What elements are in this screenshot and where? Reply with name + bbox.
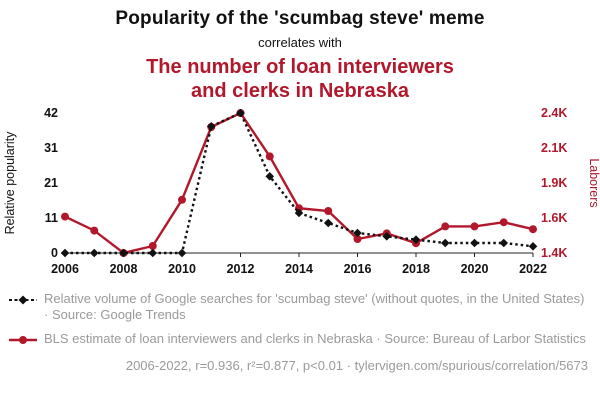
data-point-marker [89, 248, 99, 258]
data-point-marker [411, 235, 421, 244]
solid-circle-series-icon [8, 331, 38, 350]
right-axis-ticks: 1.4K 1.6K 1.9K 2.1K 2.4K [541, 106, 567, 260]
data-point-marker [470, 238, 479, 248]
data-point-marker [323, 218, 333, 228]
right-tick-label: 1.6K [541, 211, 567, 225]
series-line-laborers [64, 111, 534, 255]
data-point-marker [177, 248, 187, 258]
data-point-marker [499, 218, 508, 227]
subtitle-line-1: The number of loan interviewers [146, 56, 454, 78]
data-point-marker [148, 248, 158, 258]
left-axis-ticks: 0 11 21 31 42 [44, 106, 58, 260]
correlates-with-label: correlates with [258, 35, 342, 50]
data-point-marker [528, 242, 538, 251]
data-point-marker [206, 122, 216, 131]
left-axis-title: Relative popularity [3, 131, 17, 235]
x-tick-label: 2012 [227, 262, 255, 276]
legend-text-google-trends: Relative volume of Google searches for '… [44, 291, 585, 323]
data-point-marker [90, 226, 99, 235]
data-point-marker [265, 152, 274, 161]
data-point-marker [441, 222, 450, 231]
data-point-marker [61, 212, 69, 221]
data-point-marker [353, 235, 362, 243]
right-tick-label: 1.9K [541, 176, 567, 190]
left-tick-label: 11 [45, 211, 58, 225]
left-tick-label: 31 [44, 141, 58, 155]
x-tick-label: 2008 [110, 262, 138, 276]
x-tick-label: 2018 [402, 262, 430, 276]
data-point-marker [236, 108, 245, 118]
x-tick-label: 2006 [51, 262, 79, 276]
data-point-marker [178, 195, 186, 204]
data-point-marker [470, 222, 479, 231]
data-point-marker [382, 232, 392, 241]
right-tick-label: 1.4K [541, 246, 567, 260]
series-laborers [61, 109, 537, 257]
correlation-line-chart: 2006 2008 2010 2012 2014 2016 2018 2020 2022 0 11 2… [3, 106, 600, 276]
data-point-marker [499, 238, 509, 248]
x-tick-label: 2020 [461, 262, 489, 276]
data-point-marker [148, 242, 157, 250]
chart-legend: Relative volume of Google searches for '… [0, 285, 600, 350]
x-tick-label: 2010 [168, 262, 196, 276]
data-point-marker [353, 228, 362, 238]
data-point-marker [60, 248, 70, 258]
x-axis: 2006 2008 2010 2012 2014 2016 2018 2020 2022 [51, 252, 547, 276]
data-point-marker [294, 208, 304, 218]
right-tick-label: 2.4K [541, 106, 567, 120]
x-tick-label: 2022 [519, 262, 547, 276]
right-tick-label: 2.1K [541, 141, 567, 155]
x-tick-label: 2014 [285, 262, 313, 276]
left-tick-label: 21 [44, 176, 58, 190]
right-axis-title: Laborers [587, 158, 600, 207]
data-point-marker [529, 225, 537, 234]
x-tick-label: 2016 [344, 262, 372, 276]
legend-item-google-trends: Relative volume of Google searches for '… [8, 291, 590, 324]
chart-subtitle: The number of loan interviewers and cler… [0, 55, 600, 103]
series-line-popularity [65, 111, 534, 255]
data-point-marker [324, 207, 333, 215]
subtitle-line-2: and clerks in Nebraska [191, 80, 409, 102]
left-tick-label: 42 [44, 106, 58, 120]
series-popularity [60, 108, 538, 258]
data-point-marker [440, 238, 450, 248]
page-title: Popularity of the 'scumbag steve' meme [115, 8, 485, 29]
left-tick-label: 0 [51, 246, 58, 260]
legend-item-bls: BLS estimate of loan interviewers and cl… [8, 331, 590, 350]
dashed-diamond-series-icon [8, 291, 38, 310]
legend-text-bls: BLS estimate of loan interviewers and cl… [44, 330, 586, 346]
stats-and-source-line: 2006-2022, r=0.936, r²=0.877, p<0.01 · t… [125, 357, 588, 373]
data-point-marker [119, 248, 128, 258]
